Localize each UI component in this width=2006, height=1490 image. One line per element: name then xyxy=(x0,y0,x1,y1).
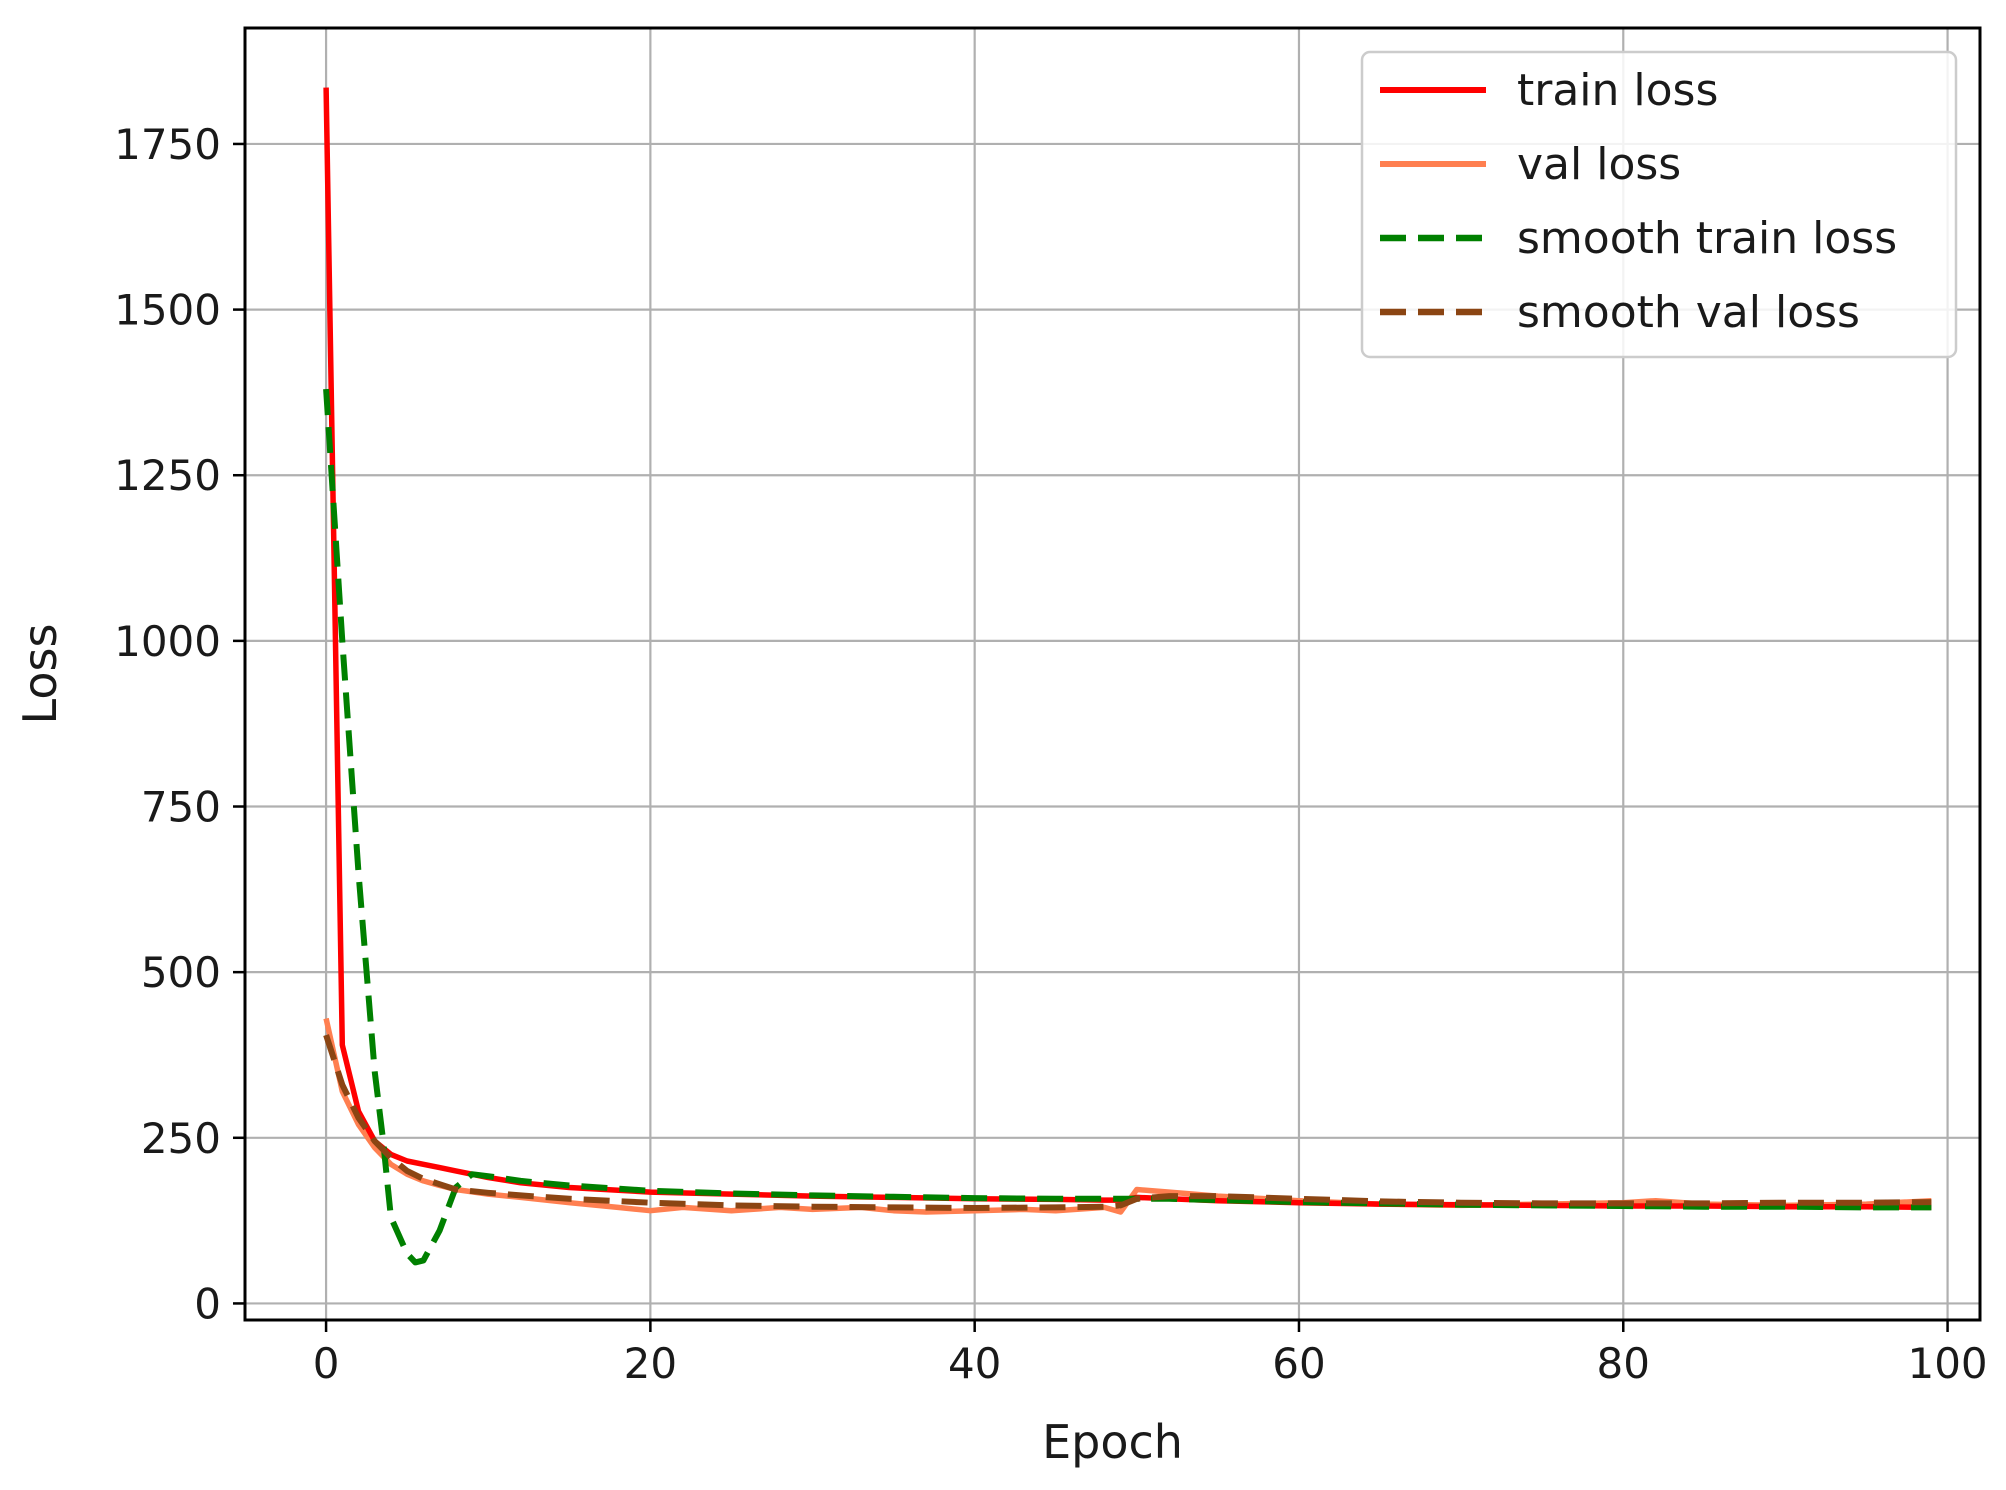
x-tick-label: 0 xyxy=(313,1339,340,1388)
legend-label: smooth val loss xyxy=(1517,287,1860,338)
y-tick-label: 1250 xyxy=(114,451,221,500)
y-tick-label: 1500 xyxy=(114,286,221,335)
x-axis-label: Epoch xyxy=(1042,1415,1183,1469)
y-tick-label: 1000 xyxy=(114,617,221,666)
legend-label: train loss xyxy=(1517,65,1718,116)
legend: train loss val loss smooth train loss smoot… xyxy=(1360,50,1958,359)
legend-box xyxy=(1360,50,1958,359)
legend-label: smooth train loss xyxy=(1517,213,1897,264)
y-tick-label: 0 xyxy=(194,1279,221,1328)
legend-label: val loss xyxy=(1517,139,1681,190)
series-layer xyxy=(323,87,1932,1266)
x-tick-label: 100 xyxy=(1907,1339,1987,1388)
y-tick-label: 250 xyxy=(141,1114,221,1163)
y-tick-label: 1750 xyxy=(114,120,221,169)
x-tick-label: 80 xyxy=(1597,1339,1650,1388)
x-tick-label: 20 xyxy=(624,1339,677,1388)
plot-frame xyxy=(243,26,1982,1322)
series-line-smooth-val-loss xyxy=(323,1034,1932,1211)
y-tick-label: 750 xyxy=(141,783,221,832)
y-tick-label: 500 xyxy=(141,948,221,997)
grid xyxy=(245,28,1980,1320)
x-tick-label: 40 xyxy=(948,1339,1001,1388)
y-axis-label: Loss xyxy=(13,624,67,725)
x-tick-label: 60 xyxy=(1272,1339,1325,1388)
